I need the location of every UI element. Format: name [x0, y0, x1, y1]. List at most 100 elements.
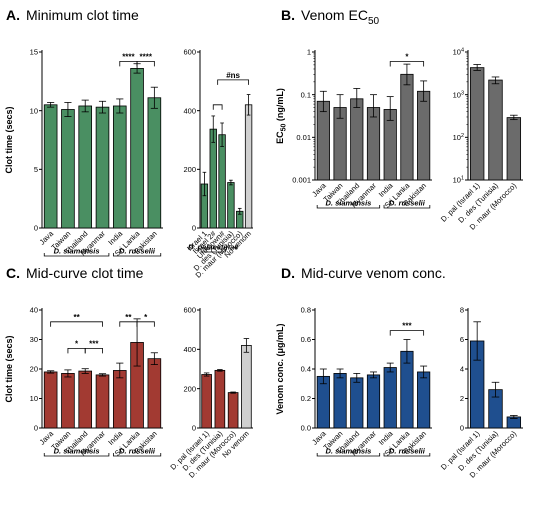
- bar: [400, 73, 414, 181]
- bar: [350, 377, 364, 429]
- bar: [383, 367, 397, 429]
- group-label: D. siamensis: [54, 447, 100, 456]
- y-axis-label: Clot time (secs): [4, 335, 14, 402]
- y-tick-label: 400: [183, 345, 196, 354]
- group-bracket: [43, 253, 110, 257]
- y-tick-label: 8: [460, 306, 464, 315]
- significance-bracket: [67, 347, 86, 354]
- bar: [366, 374, 381, 429]
- y-tick-label: 20: [30, 365, 38, 374]
- bar: [78, 105, 93, 229]
- bar: [218, 134, 226, 229]
- bar: [78, 370, 93, 429]
- y-tick-label: 6: [460, 335, 464, 344]
- bar: [209, 128, 217, 229]
- group-label: D. russelii: [389, 447, 426, 456]
- panel-letter: A.: [6, 7, 20, 23]
- y-tick-label: 15: [30, 48, 38, 57]
- y-tick-label: 400: [183, 106, 196, 115]
- significance-bracket: [389, 61, 425, 67]
- panel-letter: B.: [281, 7, 295, 23]
- significance-label: *: [75, 339, 79, 348]
- bar: [333, 373, 347, 429]
- y-tick-label: 0: [34, 424, 38, 433]
- y-axis-label: EC50 (ng/mL): [275, 88, 288, 144]
- group-bracket: [316, 205, 381, 209]
- bar: [488, 79, 503, 181]
- significance-bracket: [119, 321, 138, 327]
- panel-a: A. Minimum clot time Clot time (secs) 0 5 10 1…: [4, 7, 253, 280]
- bar: [43, 371, 58, 429]
- y-tick-label: 40: [30, 306, 38, 315]
- group-label: D. russelii: [389, 199, 426, 208]
- panel-d: D. Mid-curve venom conc. Venom conc. (μg/m…: [275, 265, 523, 480]
- bar: [214, 369, 226, 429]
- bar: [95, 374, 110, 429]
- group-bracket: [112, 253, 162, 257]
- bar: [112, 105, 127, 229]
- bar: [417, 371, 431, 429]
- y-tick-label: 2: [460, 394, 464, 403]
- y-tick-label: 200: [183, 384, 196, 393]
- bar: [506, 117, 522, 181]
- significance-bracket: [136, 321, 155, 327]
- panel-letter: C.: [6, 265, 20, 281]
- bar: [61, 109, 75, 229]
- bar: [130, 68, 144, 229]
- y-tick-label: 10: [30, 106, 38, 115]
- bar: [95, 106, 110, 229]
- significance-bracket: [50, 321, 103, 327]
- significance-label: *: [405, 52, 409, 61]
- y-tick-label: 0: [192, 224, 196, 233]
- y-tick-label: 101: [453, 176, 464, 185]
- significance-bracket: [84, 347, 103, 354]
- panel-title: Mid-curve clot time: [26, 265, 144, 281]
- bar: [417, 90, 431, 181]
- y-tick-label: 0.0: [301, 424, 311, 433]
- y-tick-label: 0.6: [301, 335, 311, 344]
- y-tick-label: 0.2: [301, 394, 311, 403]
- group-bracket: [383, 453, 431, 457]
- group-bracket: [43, 453, 110, 457]
- panel-title: Venom EC50: [301, 7, 379, 27]
- bar: [147, 358, 162, 429]
- y-tick-label: 0.1: [301, 90, 311, 99]
- group-label: D. russelii: [119, 247, 156, 256]
- group-label: D. siamensis: [325, 447, 371, 456]
- panel-title: Minimum clot time: [26, 7, 139, 23]
- y-tick-label: 200: [183, 165, 196, 174]
- significance-bracket: [212, 104, 223, 110]
- significance-bracket: [217, 79, 249, 85]
- bar: [43, 104, 58, 229]
- panel-letter: D.: [281, 265, 295, 281]
- bar: [366, 107, 381, 181]
- bar: [241, 345, 252, 429]
- bar: [201, 374, 212, 429]
- y-tick-label: 0.001: [292, 176, 311, 185]
- y-tick-label: 0: [460, 424, 464, 433]
- y-tick-label: 103: [453, 90, 464, 99]
- significance-label: *: [144, 313, 148, 322]
- bar: [244, 104, 253, 229]
- y-tick-label: 5: [34, 165, 38, 174]
- bar: [227, 182, 235, 229]
- y-tick-label: 600: [183, 48, 196, 57]
- y-tick-label: 0.8: [301, 306, 311, 315]
- bar: [227, 392, 239, 429]
- group-label: D. siamensis: [54, 247, 100, 256]
- y-tick-label: 0: [192, 424, 196, 433]
- y-tick-label: 0: [34, 224, 38, 233]
- bar: [316, 100, 330, 181]
- y-tick-label: 0.4: [301, 365, 311, 374]
- significance-label: ****: [139, 52, 152, 61]
- group-bracket: [383, 205, 431, 209]
- y-axis-label: Clot time (secs): [4, 106, 14, 173]
- y-axis-label: Venom conc. (μg/mL): [275, 323, 285, 414]
- significance-bracket: [389, 330, 425, 336]
- y-tick-label: 1: [307, 48, 311, 57]
- group-bracket: [316, 453, 381, 457]
- group-bracket: [200, 249, 226, 253]
- significance-label: **: [73, 313, 80, 322]
